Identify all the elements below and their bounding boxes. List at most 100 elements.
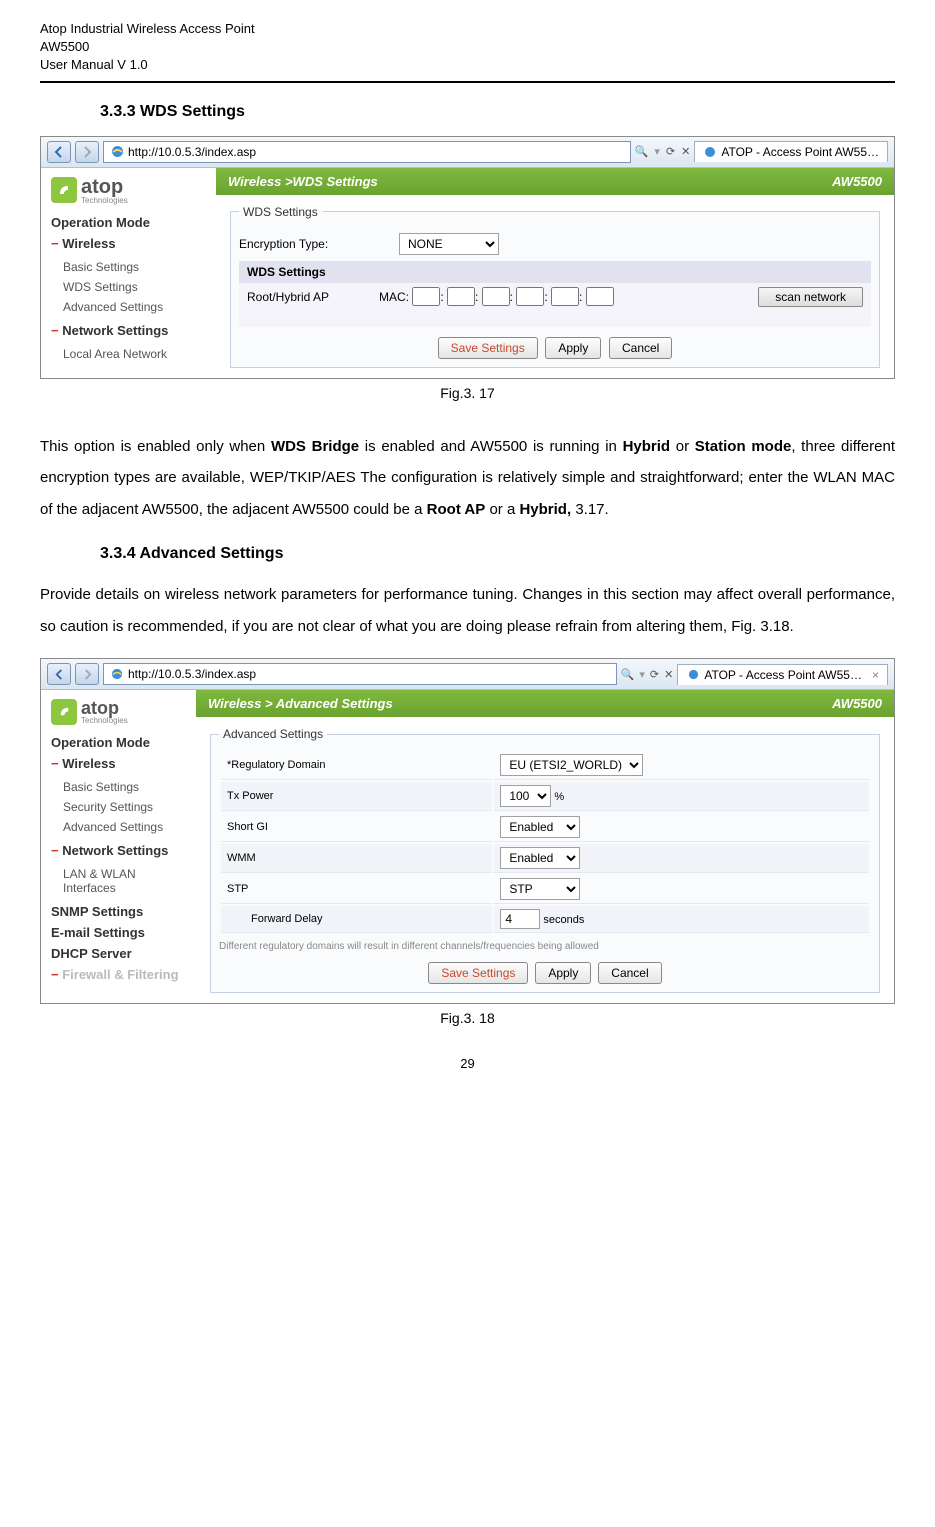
ie-icon-2 [110, 667, 124, 681]
logo-subtext: Technologies [81, 196, 128, 205]
forward-button[interactable] [75, 141, 99, 163]
wmm-select[interactable]: Enabled [500, 847, 580, 869]
nav-lan[interactable]: Local Area Network [51, 344, 206, 364]
nav-lanwlan[interactable]: LAN & WLAN Interfaces [51, 864, 186, 898]
mac-field-3[interactable] [482, 287, 510, 306]
logo-2: atop Technologies [51, 698, 186, 725]
para-advanced: Provide details on wireless network para… [40, 579, 895, 642]
manual-version: User Manual V 1.0 [40, 56, 255, 74]
logo-text: atop [81, 176, 123, 198]
shortgi-select[interactable]: Enabled [500, 816, 580, 838]
sidebar-2: atop Technologies Operation Mode Wireles… [41, 690, 196, 1003]
search-icon-2[interactable]: 🔍 [621, 668, 635, 681]
save-button-2[interactable]: Save Settings [428, 962, 528, 984]
nav-wireless[interactable]: Wireless [51, 236, 206, 251]
mac-field-5[interactable] [551, 287, 579, 306]
logo-text-2: atop [81, 698, 119, 718]
device-model-2: AW5500 [832, 696, 882, 711]
nav-wireless-2[interactable]: Wireless [51, 756, 186, 771]
mac-field-2[interactable] [447, 287, 475, 306]
table-row-empty [239, 311, 871, 327]
nav-network-settings[interactable]: Network Settings [51, 323, 206, 338]
nav-net-2[interactable]: Network Settings [51, 843, 186, 858]
stp-select[interactable]: STP [500, 878, 580, 900]
header-right: Atop Industrial Wireless Access Point [680, 20, 895, 75]
section-333-heading: 3.3.3 WDS Settings [100, 103, 895, 121]
nav-dhcp[interactable]: DHCP Server [51, 946, 186, 961]
page-header: Atop Industrial Wireless Access Point AW… [40, 20, 895, 83]
wds-legend: WDS Settings [239, 205, 322, 219]
back-button-2[interactable] [47, 663, 71, 685]
mac-field-1[interactable] [412, 287, 440, 306]
refresh-icon-2[interactable]: ⟳ [650, 668, 659, 681]
table-row: STP STP [221, 875, 869, 904]
advanced-legend: Advanced Settings [219, 727, 327, 741]
nav-advanced-2[interactable]: Advanced Settings [51, 817, 186, 837]
encryption-label: Encryption Type: [239, 237, 389, 251]
cancel-button[interactable]: Cancel [609, 337, 672, 359]
address-bar-2[interactable]: http://10.0.5.3/index.asp [103, 663, 617, 685]
fig17-caption: Fig.3. 17 [40, 385, 895, 401]
tab-title-2: ATOP - Access Point AW55… [704, 668, 862, 682]
refresh-icon[interactable]: ⟳ [666, 145, 675, 158]
header-left: Atop Industrial Wireless Access Point AW… [40, 20, 255, 75]
tab-title: ATOP - Access Point AW55… [721, 145, 879, 159]
nav-wds-settings[interactable]: WDS Settings [51, 277, 206, 297]
logo-subtext-2: Technologies [81, 716, 128, 725]
device-model: AW5500 [832, 174, 882, 189]
cancel-button-2[interactable]: Cancel [598, 962, 661, 984]
nav-snmp[interactable]: SNMP Settings [51, 904, 186, 919]
browser-tab-2[interactable]: ATOP - Access Point AW55… × [677, 664, 888, 685]
nav-email[interactable]: E-mail Settings [51, 925, 186, 940]
fwddelay-input[interactable] [500, 909, 540, 929]
regdomain-select[interactable]: EU (ETSI2_WORLD) [500, 754, 643, 776]
mac-field-4[interactable] [516, 287, 544, 306]
fwddelay-unit: seconds [543, 914, 584, 926]
nav-opmode-2[interactable]: Operation Mode [51, 735, 186, 750]
logo: atop Technologies [51, 176, 206, 205]
para-wds: This option is enabled only when WDS Bri… [40, 431, 895, 526]
address-bar[interactable]: http://10.0.5.3/index.asp [103, 141, 631, 163]
stop-icon-2[interactable]: ✕ [664, 668, 673, 681]
browser-tab[interactable]: ATOP - Access Point AW55… [694, 141, 888, 162]
table-row: Root/Hybrid AP MAC: : : : : : [239, 283, 871, 311]
table-row: Tx Power 100 % [221, 782, 869, 811]
page-number: 29 [40, 1056, 895, 1071]
search-icon[interactable]: 🔍 [635, 145, 649, 158]
encryption-select[interactable]: NONE [399, 233, 499, 255]
wds-table-header: WDS Settings [239, 261, 871, 283]
nav-operation-mode[interactable]: Operation Mode [51, 215, 206, 230]
txpower-label: Tx Power [221, 782, 492, 811]
forward-button-2[interactable] [75, 663, 99, 685]
tab-ie-icon-2 [686, 668, 700, 682]
save-button[interactable]: Save Settings [438, 337, 538, 359]
stop-icon[interactable]: ✕ [681, 145, 690, 158]
tab-ie-icon [703, 145, 717, 159]
stp-label: STP [221, 875, 492, 904]
wds-table: WDS Settings Root/Hybrid AP MAC: : : : :… [239, 261, 871, 327]
search-controls-2: 🔍 ▾ ⟳ ✕ [621, 668, 674, 681]
fig18-browser: http://10.0.5.3/index.asp 🔍 ▾ ⟳ ✕ ATOP -… [40, 658, 895, 1004]
txpower-unit: % [554, 791, 564, 803]
apply-button-2[interactable]: Apply [535, 962, 591, 984]
advanced-table: *Regulatory Domain EU (ETSI2_WORLD) Tx P… [219, 749, 871, 935]
scan-network-button[interactable]: scan network [758, 287, 863, 307]
browser-toolbar: http://10.0.5.3/index.asp 🔍 ▾ ⟳ ✕ ATOP -… [41, 137, 894, 168]
nav-basic-2[interactable]: Basic Settings [51, 777, 186, 797]
tab-close-icon[interactable]: × [872, 668, 879, 682]
apply-button[interactable]: Apply [545, 337, 601, 359]
search-controls: 🔍 ▾ ⟳ ✕ [635, 145, 691, 158]
url-text-2: http://10.0.5.3/index.asp [128, 667, 256, 681]
browser-toolbar-2: http://10.0.5.3/index.asp 🔍 ▾ ⟳ ✕ ATOP -… [41, 659, 894, 690]
wmm-label: WMM [221, 844, 492, 873]
nav-advanced-settings[interactable]: Advanced Settings [51, 297, 206, 317]
fig17-browser: http://10.0.5.3/index.asp 🔍 ▾ ⟳ ✕ ATOP -… [40, 136, 895, 379]
table-row: Forward Delay seconds [221, 906, 869, 933]
nav-basic-settings[interactable]: Basic Settings [51, 257, 206, 277]
txpower-select[interactable]: 100 [500, 785, 551, 807]
mac-field-6[interactable] [586, 287, 614, 306]
nav-security[interactable]: Security Settings [51, 797, 186, 817]
back-button[interactable] [47, 141, 71, 163]
nav-firewall[interactable]: Firewall & Filtering [51, 967, 186, 982]
shortgi-label: Short GI [221, 813, 492, 842]
